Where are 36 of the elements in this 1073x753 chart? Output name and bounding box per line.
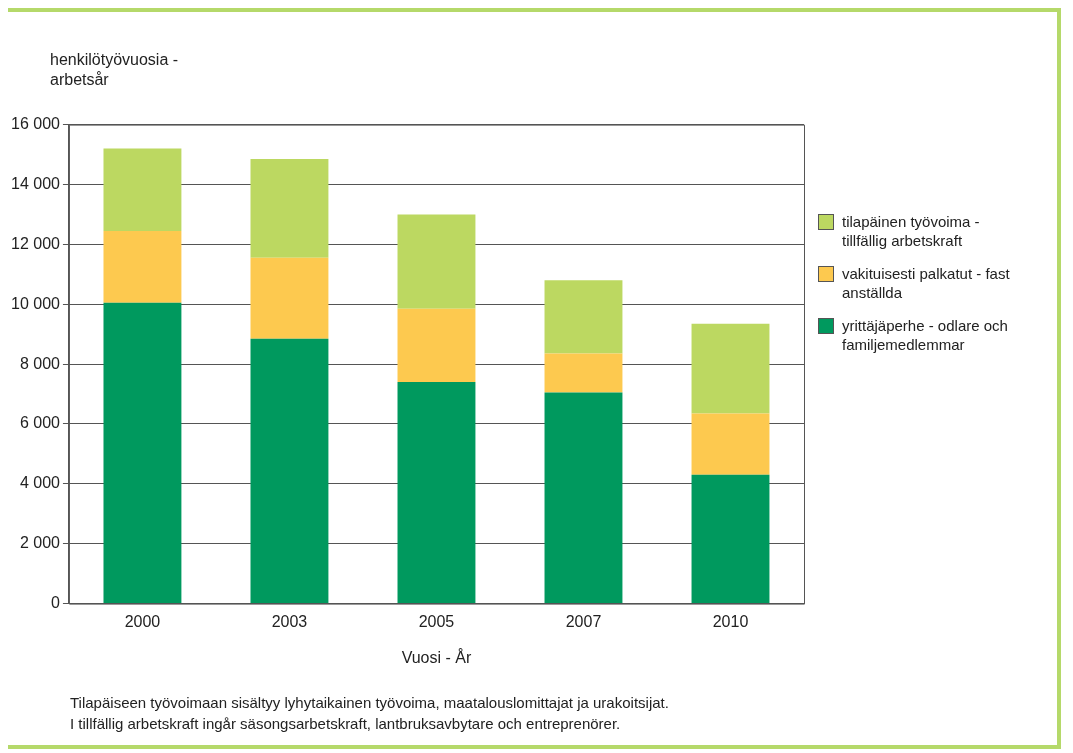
y-tick-label: 12 000	[11, 234, 61, 252]
bar	[544, 353, 623, 393]
x-tick-label: 2007	[565, 612, 602, 630]
x-tick-label: 2003	[271, 612, 308, 630]
legend-label: vakituisesti palkatut - fast anställda	[842, 264, 1011, 302]
bar	[397, 382, 476, 604]
bar	[691, 323, 770, 414]
y-tick-label: 10 000	[11, 294, 61, 312]
bar	[397, 214, 476, 309]
y-tick-label: 14 000	[11, 174, 61, 192]
y-axis-title: henkilötyövuosia - arbetsår	[50, 50, 180, 90]
y-tick-label: 0	[51, 594, 61, 612]
bar	[250, 257, 329, 339]
x-axis-title: Vuosi - År	[401, 647, 472, 666]
y-tick-label: 8 000	[19, 354, 61, 372]
y-tick-label: 16 000	[11, 115, 61, 133]
bar	[397, 308, 476, 383]
text: Tilapäiseen työvoimaan sisältyy lyhytaikainen työvoima, maatalouslomittajat ja urakoitsijat.	[70, 693, 669, 713]
x-tick-label: 2000	[124, 612, 161, 630]
y-tick-label: 4 000	[19, 474, 61, 492]
x-tick-label: 2010	[712, 612, 749, 630]
legend-label: tilapäinen työvoima - tillfällig arbetskraft	[842, 212, 981, 250]
bar	[544, 280, 623, 354]
bar	[544, 392, 623, 604]
bar	[250, 159, 329, 258]
bar	[250, 338, 329, 604]
bar	[103, 230, 182, 303]
bar	[691, 413, 770, 475]
y-tick-label: 2 000	[19, 534, 61, 552]
bar	[103, 148, 182, 231]
y-tick-label: 6 000	[19, 414, 61, 432]
text: I tillfällig arbetskraft ingår säsongsarbetskraft, lantbruksavbytare och entreprenörer.	[70, 714, 622, 734]
bar	[103, 302, 182, 604]
legend-label: yrittäjäperhe - odlare och familjemedlemmar	[842, 316, 1009, 354]
x-tick-label: 2005	[418, 612, 455, 630]
bar	[691, 474, 770, 604]
